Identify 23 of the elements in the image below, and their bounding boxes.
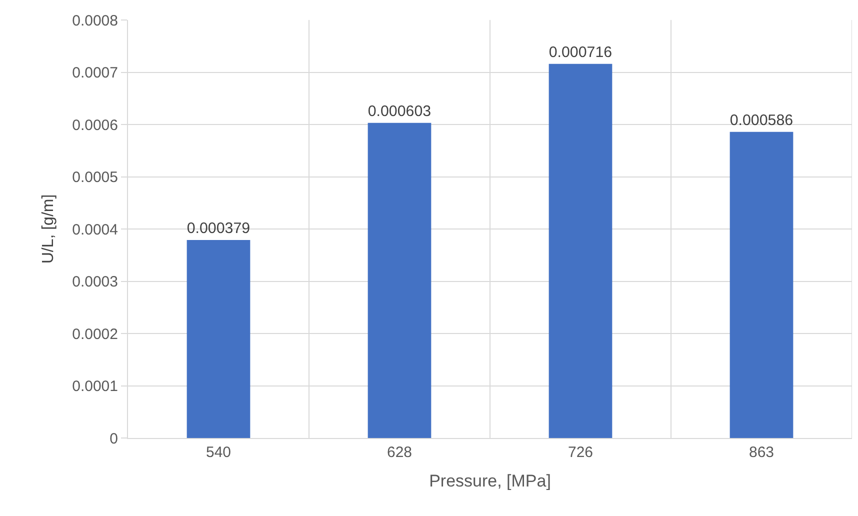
data-label: 0.000716 [548,44,612,62]
y-tick-label: 0.0007 [72,64,118,82]
data-label: 0.000603 [368,103,432,120]
data-label: 0.000586 [730,112,794,130]
x-tick-label: 863 [748,444,774,461]
bar [368,122,432,438]
y-tick-label: 0.0008 [72,12,118,30]
bar [548,64,612,438]
x-tick-label: 540 [206,444,232,461]
y-tick-label: 0.0002 [72,326,118,343]
x-tick-label: 726 [568,444,594,461]
bar [730,132,794,438]
y-axis-title: U/L, [g/m] [40,194,58,264]
y-tick-label: 0 [110,430,118,448]
y-tick-label: 0.0003 [72,274,118,290]
y-tick-label: 0.0001 [72,378,118,395]
y-tick-label: 0.0004 [72,221,118,238]
x-axis-title: Pressure, [MPa] [429,471,551,490]
y-tick-label: 0.0005 [72,169,118,186]
x-tick-label: 628 [386,444,412,461]
data-label: 0.000379 [186,220,250,238]
y-tick-label: 0.0006 [72,116,118,134]
bar [186,240,250,438]
